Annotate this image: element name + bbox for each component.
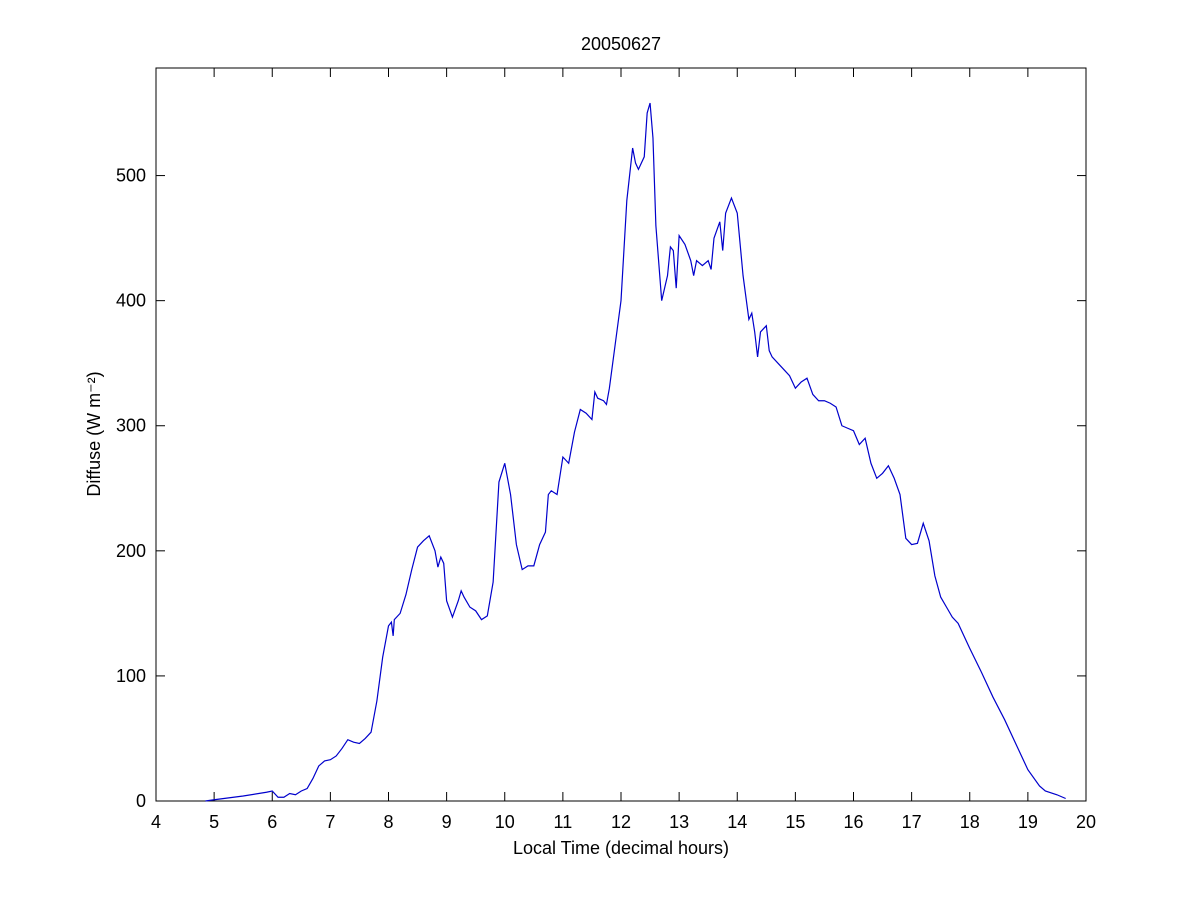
x-tick-label: 14 bbox=[727, 812, 747, 832]
x-tick-label: 11 bbox=[554, 812, 573, 832]
y-tick-label: 300 bbox=[116, 416, 146, 436]
x-tick-label: 8 bbox=[383, 812, 393, 832]
y-tick-label: 400 bbox=[116, 291, 146, 311]
x-tick-label: 16 bbox=[843, 812, 863, 832]
x-tick-label: 9 bbox=[442, 812, 452, 832]
x-tick-label: 15 bbox=[785, 812, 805, 832]
x-tick-label: 17 bbox=[902, 812, 922, 832]
x-tick-label: 18 bbox=[960, 812, 980, 832]
chart-title: 20050627 bbox=[581, 34, 661, 54]
y-tick-label: 100 bbox=[116, 666, 146, 686]
data-line bbox=[205, 102, 1066, 802]
y-tick-label: 0 bbox=[136, 791, 146, 811]
x-tick-label: 7 bbox=[325, 812, 335, 832]
y-tick-label: 200 bbox=[116, 541, 146, 561]
x-axis-label: Local Time (decimal hours) bbox=[513, 838, 729, 858]
y-axis-label: Diffuse (W m⁻²) bbox=[84, 371, 104, 496]
x-tick-label: 5 bbox=[209, 812, 219, 832]
x-tick-label: 4 bbox=[151, 812, 161, 832]
x-tick-label: 19 bbox=[1018, 812, 1038, 832]
x-tick-label: 13 bbox=[669, 812, 689, 832]
y-tick-label: 500 bbox=[116, 166, 146, 186]
x-tick-label: 12 bbox=[611, 812, 631, 832]
x-tick-label: 10 bbox=[495, 812, 515, 832]
x-tick-label: 20 bbox=[1076, 812, 1096, 832]
x-tick-label: 6 bbox=[267, 812, 277, 832]
